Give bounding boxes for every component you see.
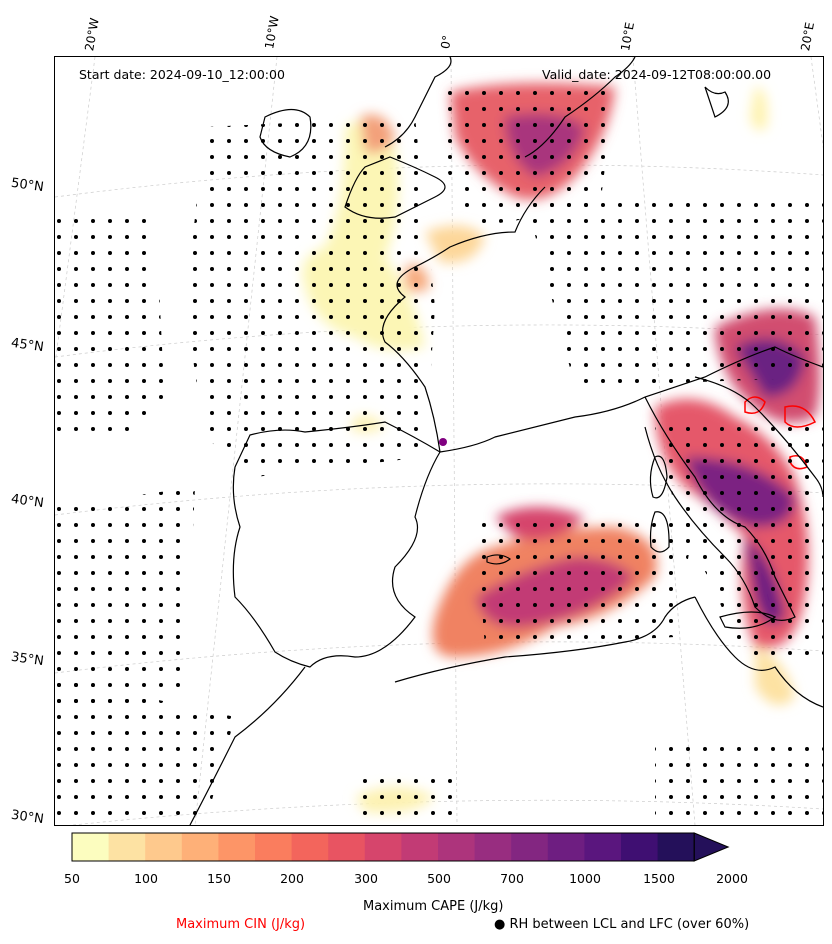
colorbar-segment xyxy=(547,833,585,861)
rh-dot-icon: ● xyxy=(494,917,506,932)
lon-label-20e: 20°E xyxy=(798,21,818,52)
colorbar-segment xyxy=(181,833,219,861)
rh-stipple xyxy=(55,87,823,825)
colorbar-segment xyxy=(621,833,659,861)
map-canvas xyxy=(55,57,823,825)
coastlines xyxy=(189,57,823,825)
colorbar-segment xyxy=(218,833,256,861)
rh-legend-text: RH between LCL and LFC (over 60%) xyxy=(509,917,750,932)
lon-label-0: 0° xyxy=(438,34,455,50)
lat-label-45n: 45°N xyxy=(10,335,45,356)
colorbar-segment xyxy=(255,833,293,861)
colorbar-tick-label: 700 xyxy=(500,871,524,886)
cin-marker xyxy=(439,438,447,446)
colorbar-segment xyxy=(364,833,402,861)
colorbar-segment xyxy=(511,833,549,861)
lon-label-10w: 10°W xyxy=(262,14,282,50)
colorbar-segment xyxy=(584,833,622,861)
colorbar-tick-label: 50 xyxy=(64,871,80,886)
colorbar-tick-label: 150 xyxy=(207,871,231,886)
lat-label-35n: 35°N xyxy=(10,649,45,670)
colorbar-tick-label: 300 xyxy=(354,871,378,886)
colorbar-label: Maximum CAPE (J/kg) xyxy=(363,899,504,914)
colorbar-segment xyxy=(108,833,146,861)
colorbar-segment xyxy=(72,833,110,861)
colorbar-tick-label: 1500 xyxy=(643,871,675,886)
colorbar-segment xyxy=(291,833,329,861)
colorbar-tick-label: 100 xyxy=(134,871,158,886)
lat-label-30n: 30°N xyxy=(10,807,45,828)
colorbar-segment xyxy=(145,833,183,861)
colorbar-tick-label: 500 xyxy=(427,871,451,886)
lon-label-20w: 20°W xyxy=(82,16,102,52)
rh-legend-label: ● RH between LCL and LFC (over 60%) xyxy=(494,917,749,932)
colorbar-segment xyxy=(328,833,366,861)
valid-date-label: Valid_date: 2024-09-12T08:00:00.00 xyxy=(542,67,772,82)
cin-legend-label: Maximum CIN (J/kg) xyxy=(176,917,306,932)
lon-label-10e: 10°E xyxy=(618,21,638,52)
cape-colorbar xyxy=(71,832,730,862)
colorbar-segment xyxy=(401,833,439,861)
lat-label-40n: 40°N xyxy=(10,491,45,512)
lat-label-50n: 50°N xyxy=(10,175,45,196)
map-plot-area xyxy=(54,56,824,826)
colorbar-segment xyxy=(438,833,476,861)
colorbar-tick-label: 2000 xyxy=(716,871,748,886)
start-date-label: Start date: 2024-09-10_12:00:00 xyxy=(79,67,285,82)
colorbar-segment xyxy=(657,833,695,861)
colorbar-segment xyxy=(474,833,512,861)
colorbar-extend-arrow xyxy=(693,832,730,862)
colorbar-border xyxy=(71,832,695,862)
colorbar-tick-label: 200 xyxy=(280,871,304,886)
colorbar-tick-label: 1000 xyxy=(569,871,601,886)
